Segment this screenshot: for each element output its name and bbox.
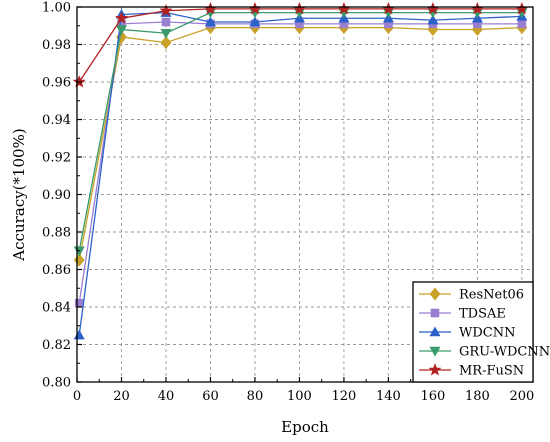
legend-marker <box>430 308 440 318</box>
legend-label: TDSAE <box>459 307 506 322</box>
x-tick-label: 100 <box>287 389 312 404</box>
data-point <box>159 3 173 17</box>
data-point <box>160 28 172 39</box>
x-tick-label: 140 <box>376 389 401 404</box>
series-gru-wdcnn <box>73 8 528 257</box>
data-point <box>249 16 261 27</box>
series-line <box>78 26 522 261</box>
x-tick-label: 180 <box>465 389 490 404</box>
y-tick-label: 0.90 <box>42 188 71 203</box>
x-tick-label: 200 <box>509 389 534 404</box>
legend-item: GRU-WDCNN <box>419 345 550 360</box>
x-tick-label: 120 <box>332 389 357 404</box>
legend-label: MR-FuSN <box>459 364 524 379</box>
y-tick-label: 0.80 <box>42 376 71 391</box>
legend-marker <box>428 363 442 376</box>
data-point <box>115 25 127 36</box>
y-tick-label: 0.96 <box>42 76 71 91</box>
data-point <box>73 329 85 340</box>
series-line <box>78 11 522 251</box>
legend-item: WDCNN <box>419 326 515 341</box>
x-tick-label: 0 <box>73 389 81 404</box>
x-tick-label: 80 <box>247 389 264 404</box>
series-resnet06 <box>73 21 528 267</box>
data-point <box>160 36 172 50</box>
data-point <box>517 19 527 29</box>
legend-marker <box>429 287 441 301</box>
legend-marker <box>429 326 441 337</box>
legend-label: WDCNN <box>459 326 515 341</box>
x-axis-title: Epoch <box>281 418 329 436</box>
legend-item: MR-FuSN <box>419 363 524 379</box>
data-point <box>114 11 128 24</box>
legend-item: TDSAE <box>419 307 506 322</box>
y-tick-label: 0.84 <box>42 301 71 316</box>
x-tick-label: 20 <box>113 389 130 404</box>
series-tdsae <box>74 17 527 308</box>
y-tick-label: 0.88 <box>42 226 71 241</box>
data-point <box>427 14 439 25</box>
data-point <box>204 16 216 27</box>
legend-item: ResNet06 <box>419 288 524 303</box>
y-tick-label: 1.00 <box>42 1 71 16</box>
axis-ticks: 0 20 40 60 80 100 120 140 160 180 200 0.80 0.82 0.84 0… <box>42 1 534 405</box>
x-tick-label: 40 <box>158 389 175 404</box>
x-tick-label: 60 <box>202 389 219 404</box>
legend: ResNet06 TDSAE WDCNN GRU-WDCNN MR-FuSN <box>412 281 550 383</box>
y-tick-label: 0.86 <box>42 263 71 278</box>
x-tick-label: 160 <box>420 389 445 404</box>
y-tick-label: 0.82 <box>42 338 71 353</box>
y-axis-title: Accuracy(*100%) <box>10 128 28 261</box>
y-tick-label: 0.94 <box>42 113 71 128</box>
legend-label: ResNet06 <box>459 288 524 303</box>
y-tick-label: 0.98 <box>42 38 71 53</box>
series-line <box>78 21 522 304</box>
y-tick-label: 0.92 <box>42 151 71 166</box>
legend-marker <box>429 346 441 357</box>
legend-label: GRU-WDCNN <box>459 345 550 360</box>
data-point <box>161 17 171 27</box>
